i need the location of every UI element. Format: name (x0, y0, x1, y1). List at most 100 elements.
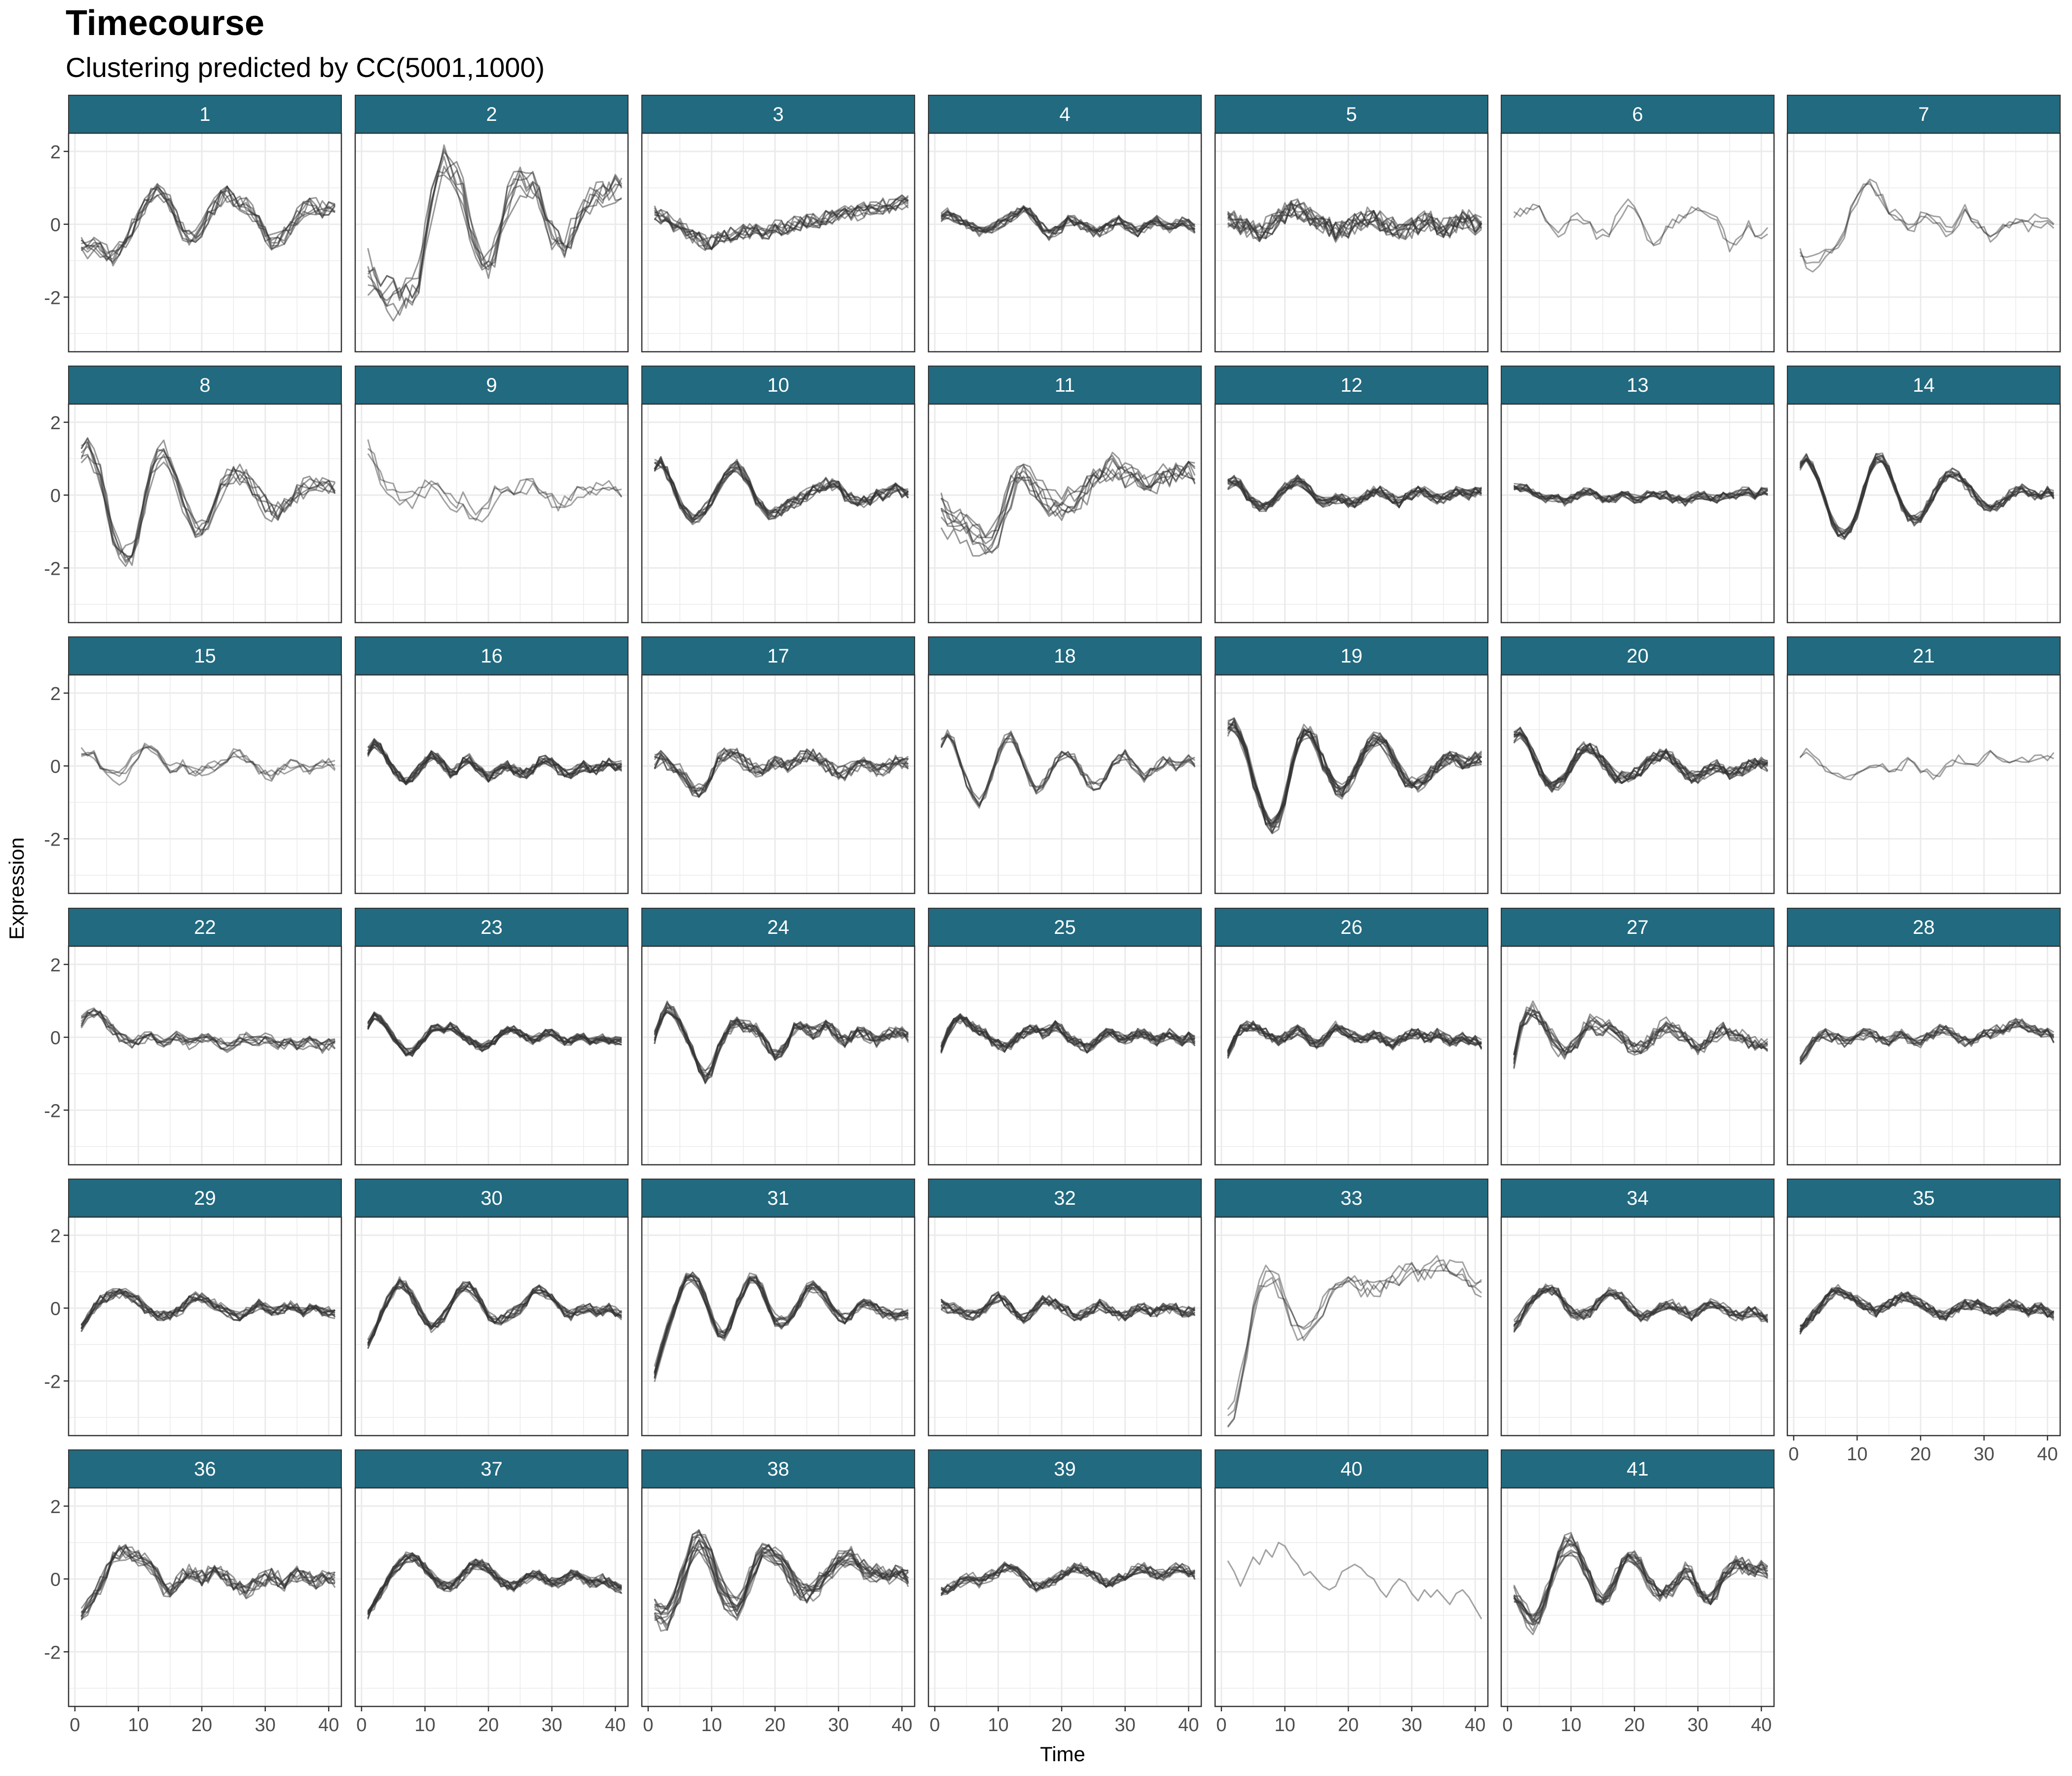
series-line (1799, 1287, 2055, 1330)
x-tick-label: 30 (1402, 1715, 1422, 1736)
series-line (1227, 203, 1482, 242)
series-line (1799, 749, 2054, 778)
facet-strip (68, 636, 342, 675)
series-line (654, 1279, 909, 1377)
series-line (941, 206, 1196, 238)
y-tick-label: 2 (50, 1226, 61, 1247)
facet-panel: 5 (1214, 95, 1489, 353)
facet-strip (1215, 908, 1488, 947)
facet-panel: 2 (354, 95, 629, 353)
x-tick-label: 40 (2037, 1444, 2058, 1465)
panel-background (642, 133, 915, 352)
series-line (940, 732, 1195, 807)
series-line (1513, 1551, 1768, 1635)
series-line (654, 750, 909, 792)
facet-strip (928, 1179, 1202, 1218)
series-line (80, 1010, 335, 1054)
panel-background (928, 946, 1201, 1165)
panel-background (1501, 675, 1774, 893)
facet-strip-label: 2 (486, 104, 497, 125)
facet-strip (355, 1179, 629, 1218)
facet-panel: 27 (1500, 908, 1775, 1166)
series-line (940, 1294, 1195, 1322)
x-tick-label: 0 (1216, 1715, 1226, 1736)
facet-strip-label: 4 (1059, 104, 1070, 125)
series-line (654, 1546, 909, 1632)
facet-strip (1501, 1179, 1775, 1218)
series-line (80, 455, 336, 563)
panel-background (642, 1488, 915, 1706)
series-line (654, 1534, 909, 1610)
facet-panel: 10 (641, 366, 916, 624)
series-line (367, 148, 623, 301)
series-line (1799, 1021, 2055, 1062)
x-tick-label: 20 (478, 1715, 499, 1736)
facet-panel: 38 0 10 20 30 40 (641, 1449, 916, 1736)
series-line (1227, 202, 1482, 239)
facet-panel: 25 (927, 908, 1202, 1166)
panel-border (1500, 1487, 1775, 1707)
facet-strip (355, 1449, 629, 1488)
facet-strip (355, 366, 629, 405)
series-line (80, 183, 336, 267)
panel-background (355, 946, 628, 1165)
facet-strip (1501, 366, 1775, 405)
x-tick-label: 20 (1338, 1715, 1359, 1736)
panel-border (68, 1216, 342, 1437)
panel-background (355, 1217, 628, 1436)
x-tick-label: 30 (1115, 1715, 1136, 1736)
panel-border (641, 674, 916, 894)
series-line (1227, 1263, 1482, 1416)
series-line (81, 744, 336, 786)
facet-strip (355, 908, 629, 947)
panel-border (68, 674, 342, 894)
panel-background (355, 675, 628, 893)
series-line (1513, 483, 1768, 504)
series-line (941, 732, 1196, 800)
panel-border (1786, 1216, 2061, 1437)
x-tick-label: 0 (70, 1715, 80, 1736)
panel-background (928, 1488, 1201, 1706)
series-line (1799, 457, 2054, 535)
x-tick-label: 40 (318, 1715, 339, 1736)
series-line (654, 1540, 909, 1613)
series-line (1227, 1263, 1482, 1427)
panel-border (1786, 674, 2061, 894)
panel-border (1786, 403, 2061, 624)
y-tick-label: -2 (44, 1371, 61, 1392)
panel-border (1786, 945, 2061, 1166)
facet-strip (928, 636, 1202, 675)
facet-strip (68, 1449, 342, 1488)
series-line (1514, 733, 1769, 793)
panel-border (1214, 403, 1489, 624)
facet-panel: 41 0 10 20 30 40 (1500, 1449, 1775, 1736)
series-line (940, 210, 1196, 237)
facet-panel: 7 (1786, 95, 2061, 353)
facet-strip (641, 636, 915, 675)
facet-panel: 21 (1786, 636, 2061, 894)
panel-border (641, 403, 916, 624)
series-line (941, 1562, 1195, 1595)
facet-strip-label: 21 (1913, 645, 1935, 667)
x-tick-label: 30 (255, 1715, 276, 1736)
facet-strip-label: 33 (1340, 1187, 1363, 1209)
panel-border (1500, 1216, 1775, 1437)
panel-background (1215, 404, 1488, 623)
facet-strip-label: 41 (1627, 1458, 1649, 1480)
x-tick-label: 10 (701, 1715, 722, 1736)
facet-strip-label: 9 (486, 374, 497, 396)
y-tick-label: 2 (50, 1497, 61, 1517)
facet-panel: 26 (1214, 908, 1489, 1166)
series-line (940, 451, 1195, 539)
panel-border (354, 403, 629, 624)
y-tick-label: 0 (50, 1570, 61, 1591)
facet-panel: 11 (927, 366, 1202, 624)
panel-border (1500, 132, 1775, 353)
chart-title: Timecourse (66, 3, 264, 43)
series-line (1799, 747, 2055, 780)
facet-strip-label: 8 (199, 374, 210, 396)
facet-panel: 14 (1786, 366, 2061, 624)
facet-panel: 39 0 10 20 30 40 (927, 1449, 1202, 1736)
facet-strip (928, 908, 1202, 947)
